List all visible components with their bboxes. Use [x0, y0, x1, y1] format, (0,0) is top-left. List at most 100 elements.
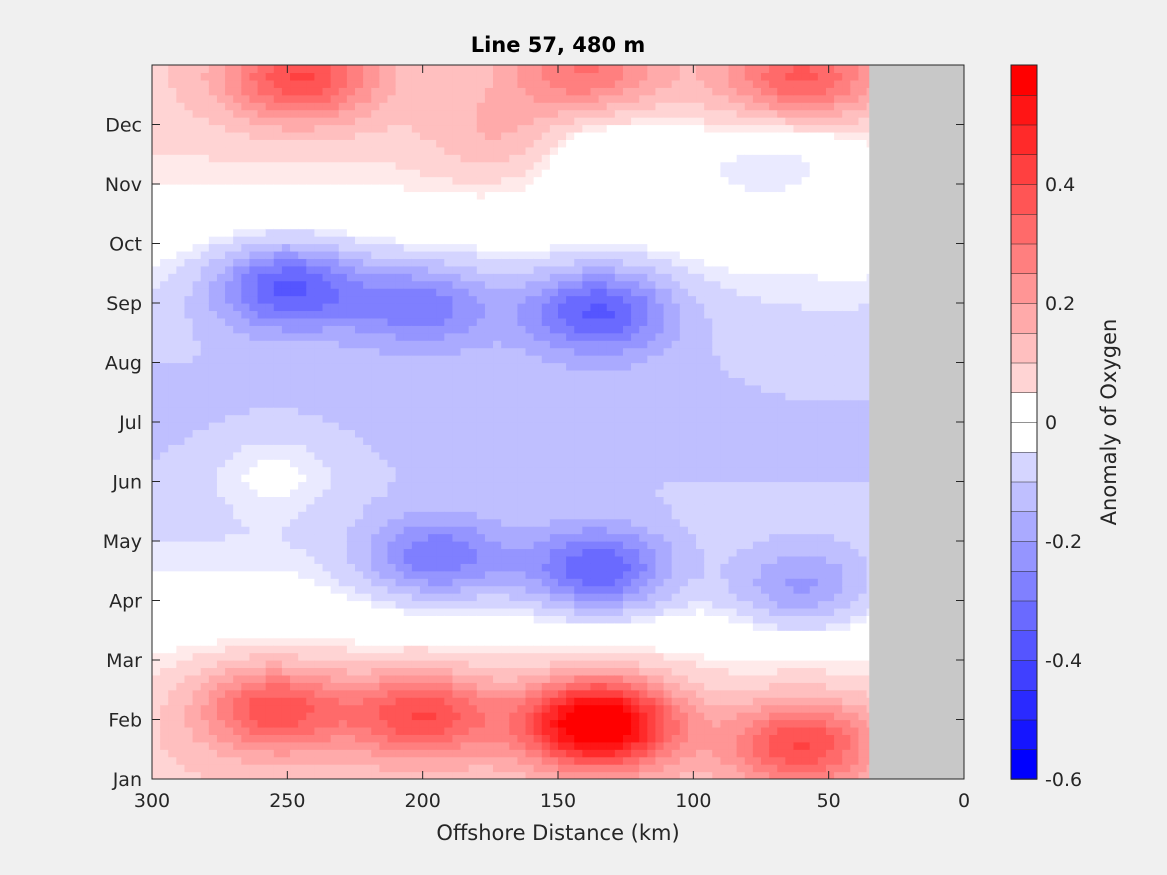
heatmap-cell — [314, 652, 324, 661]
heatmap-cell — [501, 213, 510, 222]
heatmap-cell — [484, 689, 494, 698]
heatmap-cell — [403, 444, 413, 453]
heatmap-cell — [403, 756, 413, 765]
heatmap-cell — [436, 756, 445, 765]
heatmap-cell — [549, 377, 559, 386]
heatmap-cell — [525, 72, 535, 81]
heatmap-cell — [314, 236, 324, 245]
heatmap-cell — [387, 325, 397, 334]
heatmap-cell — [436, 332, 445, 341]
heatmap-cell — [168, 503, 177, 512]
heatmap-cell — [249, 451, 259, 460]
heatmap-cell — [363, 161, 372, 170]
heatmap-cell — [160, 236, 169, 245]
heatmap-cell — [444, 407, 454, 416]
heatmap-cell — [200, 228, 210, 237]
heatmap-cell — [322, 660, 332, 669]
heatmap-cell — [322, 154, 332, 163]
heatmap-cell — [346, 466, 356, 475]
heatmap-cell — [281, 265, 291, 274]
heatmap-cell — [192, 712, 202, 721]
heatmap-cell — [330, 221, 340, 230]
heatmap-cell — [566, 422, 575, 431]
heatmap-cell — [355, 637, 364, 646]
heatmap-cell — [160, 526, 169, 535]
heatmap-cell — [184, 295, 194, 304]
heatmap-cell — [200, 377, 210, 386]
heatmap-cell — [419, 652, 429, 661]
heatmap-cell — [257, 503, 267, 512]
heatmap-cell — [322, 682, 332, 691]
heatmap-cell — [233, 436, 242, 445]
heatmap-cell — [168, 236, 177, 245]
heatmap-cell — [395, 518, 405, 527]
heatmap-cell — [322, 295, 332, 304]
heatmap-cell — [501, 630, 510, 639]
heatmap-cell — [484, 355, 494, 364]
heatmap-cell — [387, 726, 397, 735]
heatmap-cell — [314, 198, 324, 207]
heatmap-cell — [306, 228, 315, 237]
heatmap-cell — [395, 771, 405, 779]
heatmap-cell — [517, 481, 527, 490]
heatmap-cell — [452, 65, 462, 74]
heatmap-cell — [509, 719, 518, 728]
heatmap-cell — [525, 660, 535, 669]
heatmap-cell — [233, 756, 242, 765]
heatmap-cell — [168, 317, 177, 326]
heatmap-cell — [444, 674, 454, 683]
heatmap-cell — [249, 630, 259, 639]
heatmap-cell — [306, 280, 315, 289]
heatmap-cell — [566, 436, 575, 445]
heatmap-cell — [298, 771, 307, 779]
heatmap-cell — [371, 660, 380, 669]
heatmap-cell — [265, 593, 275, 602]
heatmap-cell — [233, 317, 242, 326]
heatmap-cell — [322, 198, 332, 207]
heatmap-cell — [160, 682, 169, 691]
heatmap-cell — [525, 362, 535, 371]
heatmap-cell — [233, 674, 242, 683]
heatmap-cell — [436, 265, 445, 274]
heatmap-cell — [306, 749, 315, 758]
heatmap-cell — [533, 154, 543, 163]
heatmap-cell — [493, 526, 502, 535]
heatmap-cell — [192, 198, 202, 207]
heatmap-cell — [476, 131, 486, 140]
heatmap-cell — [281, 652, 291, 661]
heatmap-cell — [558, 570, 567, 579]
heatmap-cell — [355, 429, 364, 438]
heatmap-cell — [501, 340, 510, 349]
heatmap-cell — [273, 570, 283, 579]
heatmap-cell — [184, 317, 194, 326]
heatmap-cell — [225, 474, 234, 483]
heatmap-cell — [411, 749, 421, 758]
heatmap-cell — [379, 771, 389, 779]
heatmap-cell — [517, 593, 527, 602]
heatmap-cell — [184, 369, 194, 378]
heatmap-cell — [395, 124, 405, 133]
heatmap-cell — [355, 466, 364, 475]
heatmap-cell — [428, 72, 437, 81]
heatmap-cell — [355, 593, 364, 602]
heatmap-cell — [192, 726, 202, 735]
heatmap-cell — [273, 72, 283, 81]
heatmap-cell — [265, 652, 275, 661]
heatmap-cell — [493, 280, 502, 289]
heatmap-cell — [281, 258, 291, 267]
heatmap-cell — [160, 712, 169, 721]
heatmap-cell — [298, 154, 307, 163]
heatmap-cell — [233, 146, 242, 155]
heatmap-cell — [558, 303, 567, 312]
heatmap-cell — [484, 347, 494, 356]
heatmap-cell — [460, 102, 470, 111]
heatmap-cell — [176, 213, 186, 222]
heatmap-cell — [411, 444, 421, 453]
heatmap-cell — [484, 258, 494, 267]
heatmap-cell — [265, 719, 275, 728]
heatmap-cell — [452, 726, 462, 735]
heatmap-cell — [387, 303, 397, 312]
heatmap-cell — [306, 355, 315, 364]
heatmap-cell — [306, 756, 315, 765]
heatmap-cell — [208, 273, 218, 282]
